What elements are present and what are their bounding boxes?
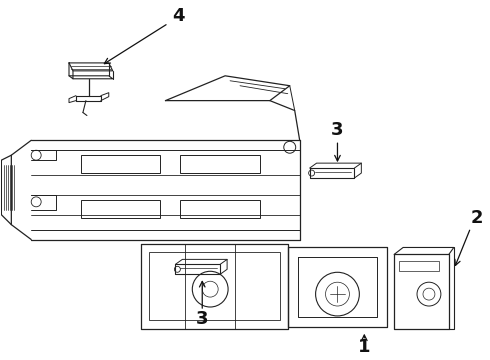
Bar bbox=[81, 155, 161, 173]
Bar bbox=[180, 155, 260, 173]
Text: 3: 3 bbox=[196, 310, 208, 328]
Text: 4: 4 bbox=[172, 7, 185, 25]
Bar bbox=[148, 252, 280, 320]
Bar bbox=[399, 261, 439, 271]
Bar bbox=[180, 200, 260, 218]
Text: 3: 3 bbox=[331, 121, 343, 139]
Text: 1: 1 bbox=[358, 338, 370, 356]
Text: 2: 2 bbox=[470, 209, 483, 227]
Bar bbox=[81, 200, 161, 218]
